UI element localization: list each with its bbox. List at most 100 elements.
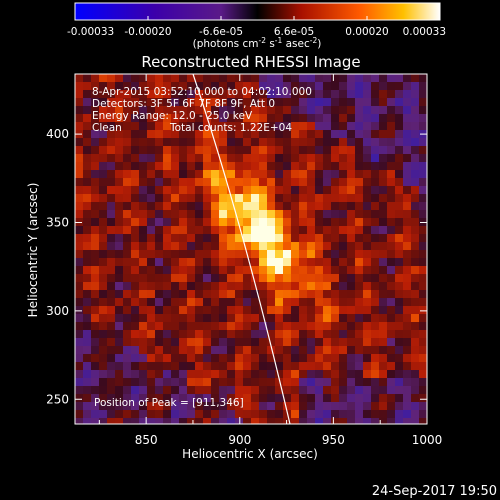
image-pixel xyxy=(419,250,427,258)
image-pixel xyxy=(99,146,107,154)
image-pixel xyxy=(187,98,195,106)
image-pixel xyxy=(203,122,211,130)
image-pixel xyxy=(363,122,371,130)
image-pixel xyxy=(219,226,227,234)
image-pixel xyxy=(395,98,403,106)
image-pixel xyxy=(227,338,235,346)
image-pixel xyxy=(371,74,379,82)
image-pixel xyxy=(243,418,251,424)
image-pixel xyxy=(387,186,395,194)
image-pixel xyxy=(411,178,419,186)
image-pixel xyxy=(275,282,283,290)
image-pixel xyxy=(123,250,131,258)
image-pixel xyxy=(123,130,131,138)
image-pixel xyxy=(323,154,331,162)
image-pixel xyxy=(315,266,323,274)
image-pixel xyxy=(227,314,235,322)
image-pixel xyxy=(307,378,315,386)
image-pixel xyxy=(331,306,339,314)
image-pixel xyxy=(323,418,331,424)
image-pixel xyxy=(355,114,363,122)
image-pixel xyxy=(403,266,411,274)
image-pixel xyxy=(315,114,323,122)
image-pixel xyxy=(347,218,355,226)
image-pixel xyxy=(363,402,371,410)
image-pixel xyxy=(331,354,339,362)
image-pixel xyxy=(307,82,315,90)
image-pixel xyxy=(323,90,331,98)
image-pixel xyxy=(171,186,179,194)
image-pixel xyxy=(83,314,91,322)
image-pixel xyxy=(163,186,171,194)
image-pixel xyxy=(187,258,195,266)
image-pixel xyxy=(395,410,403,418)
image-pixel xyxy=(307,106,315,114)
image-pixel xyxy=(147,354,155,362)
image-pixel xyxy=(195,282,203,290)
image-pixel xyxy=(363,186,371,194)
image-pixel xyxy=(259,346,267,354)
image-pixel xyxy=(91,290,99,298)
image-pixel xyxy=(243,234,251,242)
image-pixel xyxy=(299,298,307,306)
image-pixel xyxy=(419,186,427,194)
image-pixel xyxy=(195,178,203,186)
image-pixel xyxy=(107,290,115,298)
image-pixel xyxy=(267,194,275,202)
image-pixel xyxy=(299,418,307,424)
image-pixel xyxy=(99,402,107,410)
image-pixel xyxy=(387,210,395,218)
image-pixel xyxy=(115,322,123,330)
image-pixel xyxy=(171,314,179,322)
image-pixel xyxy=(315,258,323,266)
image-pixel xyxy=(163,138,171,146)
image-pixel xyxy=(251,290,259,298)
image-pixel xyxy=(403,282,411,290)
image-pixel xyxy=(291,282,299,290)
image-pixel xyxy=(75,410,83,418)
image-pixel xyxy=(259,210,267,218)
image-pixel xyxy=(147,370,155,378)
image-pixel xyxy=(283,386,291,394)
image-pixel xyxy=(363,146,371,154)
image-pixel xyxy=(131,226,139,234)
image-pixel xyxy=(291,170,299,178)
image-pixel xyxy=(147,114,155,122)
image-pixel xyxy=(403,290,411,298)
image-pixel xyxy=(411,354,419,362)
image-pixel xyxy=(379,194,387,202)
image-pixel xyxy=(243,226,251,234)
image-pixel xyxy=(219,314,227,322)
image-pixel xyxy=(235,298,243,306)
image-pixel xyxy=(411,194,419,202)
image-pixel xyxy=(291,130,299,138)
image-pixel xyxy=(107,186,115,194)
image-pixel xyxy=(323,98,331,106)
image-pixel xyxy=(387,394,395,402)
image-pixel xyxy=(347,354,355,362)
image-pixel xyxy=(307,274,315,282)
image-pixel xyxy=(163,290,171,298)
image-pixel xyxy=(171,330,179,338)
image-pixel xyxy=(75,266,83,274)
image-pixel xyxy=(267,386,275,394)
image-pixel xyxy=(339,98,347,106)
image-pixel xyxy=(267,290,275,298)
image-pixel xyxy=(163,258,171,266)
image-pixel xyxy=(251,282,259,290)
image-pixel xyxy=(363,178,371,186)
image-pixel xyxy=(203,322,211,330)
image-pixel xyxy=(195,170,203,178)
image-pixel xyxy=(355,274,363,282)
image-pixel xyxy=(371,402,379,410)
image-pixel xyxy=(243,298,251,306)
image-pixel xyxy=(339,274,347,282)
image-pixel xyxy=(419,162,427,170)
image-pixel xyxy=(227,218,235,226)
image-pixel xyxy=(203,346,211,354)
image-pixel xyxy=(299,354,307,362)
plot-title: Reconstructed RHESSI Image xyxy=(141,53,360,71)
image-pixel xyxy=(299,362,307,370)
image-pixel xyxy=(179,354,187,362)
image-pixel xyxy=(99,346,107,354)
